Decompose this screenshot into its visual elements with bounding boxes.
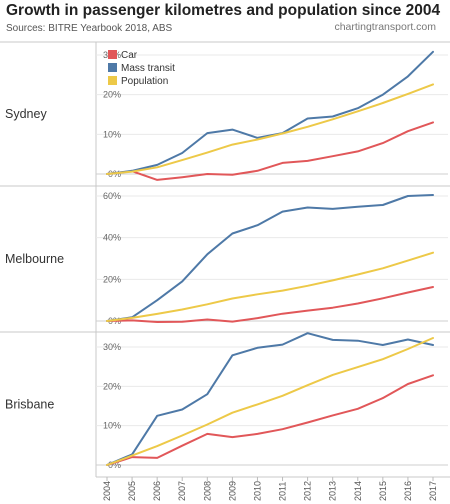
x-tick-label: 2017 xyxy=(428,481,438,501)
sydney-ytick-label: 20% xyxy=(103,90,121,100)
legend-swatch-car xyxy=(108,50,117,59)
legend-swatch-population xyxy=(108,76,117,85)
melbourne-car-line xyxy=(106,286,434,323)
x-tick-label: 2008 xyxy=(202,481,212,501)
melbourne-population-line xyxy=(106,251,434,322)
sydney-ytick-label: 10% xyxy=(103,129,121,139)
x-tick-label: 2016 xyxy=(403,481,413,501)
chart-sources: Sources: BITRE Yearbook 2018, ABS xyxy=(6,23,173,34)
sydney-car-line xyxy=(106,121,434,181)
melbourne-ytick-label: 40% xyxy=(103,233,121,243)
legend-swatch-mass-transit xyxy=(108,63,117,72)
melbourne-panel-label: Melbourne xyxy=(5,252,64,266)
brisbane-ytick-label: 0% xyxy=(108,460,121,470)
legend-label-mass-transit: Mass transit xyxy=(121,63,175,74)
melbourne-ytick-label: 60% xyxy=(103,191,121,201)
brisbane-ytick-label: 30% xyxy=(103,342,121,352)
x-tick-label: 2012 xyxy=(303,481,313,501)
chart-title: Growth in passenger kilometres and popul… xyxy=(6,2,441,19)
x-tick-label: 2011 xyxy=(278,482,288,501)
x-tick-label: 2004 xyxy=(102,481,112,501)
melbourne-mass-transit-line xyxy=(106,194,434,322)
x-tick-label: 2005 xyxy=(127,481,137,501)
site-credit: chartingtransport.com xyxy=(334,21,436,33)
melbourne-ytick-label: 20% xyxy=(103,274,121,284)
brisbane-population-line xyxy=(106,337,434,466)
x-tick-label: 2010 xyxy=(252,481,262,501)
brisbane-ytick-label: 10% xyxy=(103,421,121,431)
x-tick-label: 2006 xyxy=(152,481,162,501)
sydney-panel-label: Sydney xyxy=(5,107,47,121)
x-tick-label: 2009 xyxy=(227,481,237,501)
brisbane-mass-transit-line xyxy=(106,332,434,466)
legend-label-car: Car xyxy=(121,50,138,61)
x-tick-label: 2014 xyxy=(353,481,363,501)
brisbane-ytick-label: 20% xyxy=(103,381,121,391)
brisbane-car-line xyxy=(106,374,434,466)
x-tick-label: 2013 xyxy=(328,481,338,501)
brisbane-panel-label: Brisbane xyxy=(5,398,54,412)
legend-label-population: Population xyxy=(121,76,168,87)
sydney-population-line xyxy=(106,83,434,175)
x-tick-label: 2007 xyxy=(177,481,187,501)
x-tick-label: 2015 xyxy=(378,481,388,501)
